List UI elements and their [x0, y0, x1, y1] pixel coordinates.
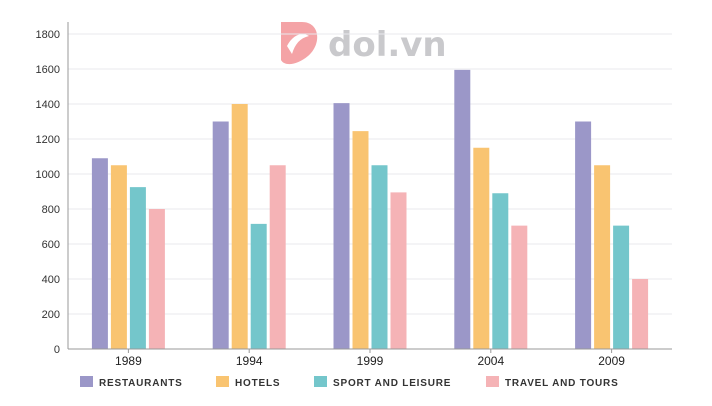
bar-hotels-1999 — [352, 131, 369, 349]
bar-restaurants-1994 — [212, 121, 229, 349]
bar-sport-and-leisure-2004 — [492, 193, 509, 349]
y-tick-label: 600 — [42, 239, 60, 251]
gridlines — [68, 33, 672, 315]
x-axis-ticks: 1989 1994 1999 2004 2009 — [115, 349, 625, 368]
y-tick-label: 400 — [42, 274, 60, 286]
bar-restaurants-1989 — [91, 158, 108, 349]
bar-restaurants-2004 — [454, 69, 471, 349]
bar-hotels-2009 — [594, 165, 611, 349]
bar-hotels-1994 — [231, 104, 248, 349]
x-tick-label: 2004 — [477, 354, 504, 368]
bar-sport-and-leisure-1999 — [371, 165, 388, 349]
bar-travel-and-tours-1994 — [269, 165, 286, 349]
bar-hotels-1989 — [110, 165, 127, 349]
dol-logo-icon — [281, 22, 318, 65]
legend-swatch — [314, 376, 327, 387]
legend-item-sport-and-leisure: SPORT AND LEISURE — [314, 376, 451, 389]
y-tick-label: 1400 — [36, 99, 60, 111]
legend-item-restaurants: RESTAURANTS — [80, 376, 183, 389]
y-tick-label: 0 — [54, 344, 60, 356]
legend-swatch — [80, 376, 93, 387]
x-tick-label: 2009 — [598, 354, 625, 368]
legend-item-travel-and-tours: TRAVEL AND TOURS — [486, 376, 619, 389]
legend-label: TRAVEL AND TOURS — [505, 378, 619, 389]
bar-sport-and-leisure-1989 — [129, 187, 146, 349]
legend-label: SPORT AND LEISURE — [333, 378, 451, 389]
bar-travel-and-tours-2009 — [632, 279, 649, 349]
bar-hotels-2004 — [473, 147, 490, 349]
x-tick-label: 1999 — [357, 354, 384, 368]
y-tick-label: 800 — [42, 204, 60, 216]
legend-label: HOTELS — [235, 378, 280, 389]
legend-swatch — [216, 376, 229, 387]
bar-restaurants-2009 — [575, 121, 592, 349]
y-tick-label: 1000 — [36, 169, 60, 181]
y-tick-label: 1600 — [36, 64, 60, 76]
x-tick-label: 1989 — [115, 354, 142, 368]
legend-swatch — [486, 376, 499, 387]
watermark: dol.vn — [281, 22, 447, 65]
bars — [91, 69, 649, 349]
bar-restaurants-1999 — [333, 103, 350, 349]
bar-travel-and-tours-1999 — [390, 192, 407, 349]
y-tick-label: 200 — [42, 309, 60, 321]
bar-sport-and-leisure-1994 — [250, 223, 267, 349]
bar-travel-and-tours-1989 — [148, 209, 165, 349]
y-axis-ticks: 0 200 400 600 800 1000 1200 1400 1600 1800 — [36, 29, 60, 356]
watermark-text: dol.vn — [328, 25, 447, 65]
bar-sport-and-leisure-2009 — [613, 225, 630, 349]
y-tick-label: 1800 — [36, 29, 60, 41]
bar-travel-and-tours-2004 — [511, 225, 528, 349]
y-tick-label: 1200 — [36, 134, 60, 146]
legend-label: RESTAURANTS — [99, 378, 183, 389]
legend: RESTAURANTS HOTELS SPORT AND LEISURE TRAVEL… — [80, 376, 619, 389]
legend-item-hotels: HOTELS — [216, 376, 280, 389]
x-tick-label: 1994 — [236, 354, 263, 368]
